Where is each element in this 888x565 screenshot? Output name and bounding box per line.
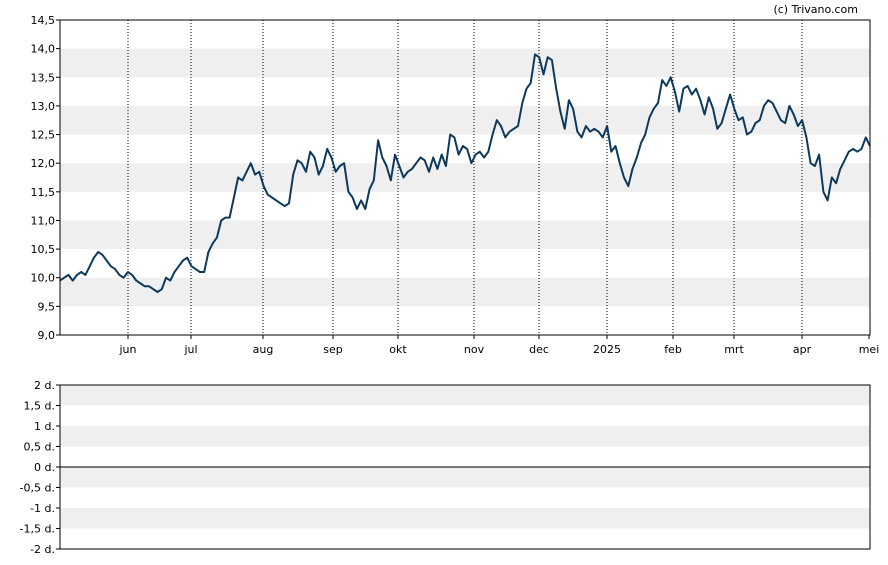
- difference-y-tick-label: 0,5 d.: [24, 441, 55, 454]
- price-chart-x-axis: jun jul aug sep okt nov dec 2025 feb mrt apr mei: [119, 335, 880, 356]
- price-x-tick-label: mrt: [724, 343, 744, 356]
- price-x-tick-label: nov: [464, 343, 485, 356]
- difference-chart-band: [60, 467, 870, 488]
- difference-y-tick-label: -0,5 d.: [20, 482, 55, 495]
- price-x-tick-label: apr: [793, 343, 812, 356]
- price-y-tick-label: 10,5: [31, 243, 56, 256]
- price-chart: 9,0 9,5 10,0 10,5 11,0 11,5 12,0 12,5 13,0 13,5 14…: [31, 14, 880, 356]
- price-x-tick-label: okt: [389, 343, 407, 356]
- difference-y-tick-label: -2 d.: [30, 543, 55, 556]
- price-y-tick-label: 12,5: [31, 129, 56, 142]
- price-y-tick-label: 10,0: [31, 272, 56, 285]
- difference-y-tick-label: 1 d.: [34, 420, 55, 433]
- difference-chart: 2 d. 1,5 d. 1 d. 0,5 d. 0 d. -0,5 d. -1 d. -1,5…: [20, 379, 871, 556]
- difference-y-tick-label: 0 d.: [34, 461, 55, 474]
- price-chart-bands: [60, 48, 870, 307]
- price-y-tick-label: 11,5: [31, 186, 56, 199]
- price-chart-band: [60, 277, 870, 307]
- difference-y-tick-label: -1 d.: [30, 502, 55, 515]
- difference-chart-bands: [60, 385, 870, 529]
- price-y-tick-label: 13,5: [31, 71, 56, 84]
- price-y-tick-label: 11,0: [31, 214, 56, 227]
- credit-label: (c) Trivano.com: [773, 3, 858, 16]
- price-y-tick-label: 14,0: [31, 43, 56, 56]
- price-chart-band: [60, 220, 870, 250]
- price-x-tick-label: aug: [253, 343, 274, 356]
- price-chart-band: [60, 105, 870, 135]
- price-x-tick-label: jul: [183, 343, 197, 356]
- price-x-tick-label: feb: [664, 343, 682, 356]
- price-x-tick-label: dec: [529, 343, 549, 356]
- price-x-tick-label: 2025: [593, 343, 621, 356]
- price-chart-frame: [59, 19, 871, 336]
- difference-chart-y-axis: 2 d. 1,5 d. 1 d. 0,5 d. 0 d. -0,5 d. -1 d. -1,5…: [20, 379, 60, 556]
- price-x-tick-label: mei: [859, 343, 880, 356]
- price-chart-border: [59, 19, 871, 336]
- price-y-tick-label: 9,0: [38, 329, 56, 342]
- price-y-tick-label: 12,0: [31, 157, 56, 170]
- price-y-tick-label: 14,5: [31, 14, 56, 27]
- price-chart-band: [60, 163, 870, 192]
- price-chart-band: [60, 48, 870, 78]
- price-chart-y-axis: 9,0 9,5 10,0 10,5 11,0 11,5 12,0 12,5 13,0 13,5 14…: [31, 14, 60, 342]
- difference-chart-border: [59, 384, 871, 550]
- difference-chart-band: [60, 385, 870, 406]
- difference-chart-band: [60, 426, 870, 447]
- difference-chart-frame: [59, 384, 871, 550]
- price-x-tick-label: sep: [323, 343, 342, 356]
- difference-y-tick-label: 2 d.: [34, 379, 55, 392]
- price-series-line: [59, 53, 871, 293]
- price-x-tick-label: jun: [119, 343, 137, 356]
- price-y-tick-label: 9,5: [38, 300, 56, 313]
- price-y-tick-label: 13,0: [31, 100, 56, 113]
- difference-y-tick-label: -1,5 d.: [20, 523, 55, 536]
- difference-chart-band: [60, 508, 870, 529]
- difference-y-tick-label: 1,5 d.: [24, 400, 55, 413]
